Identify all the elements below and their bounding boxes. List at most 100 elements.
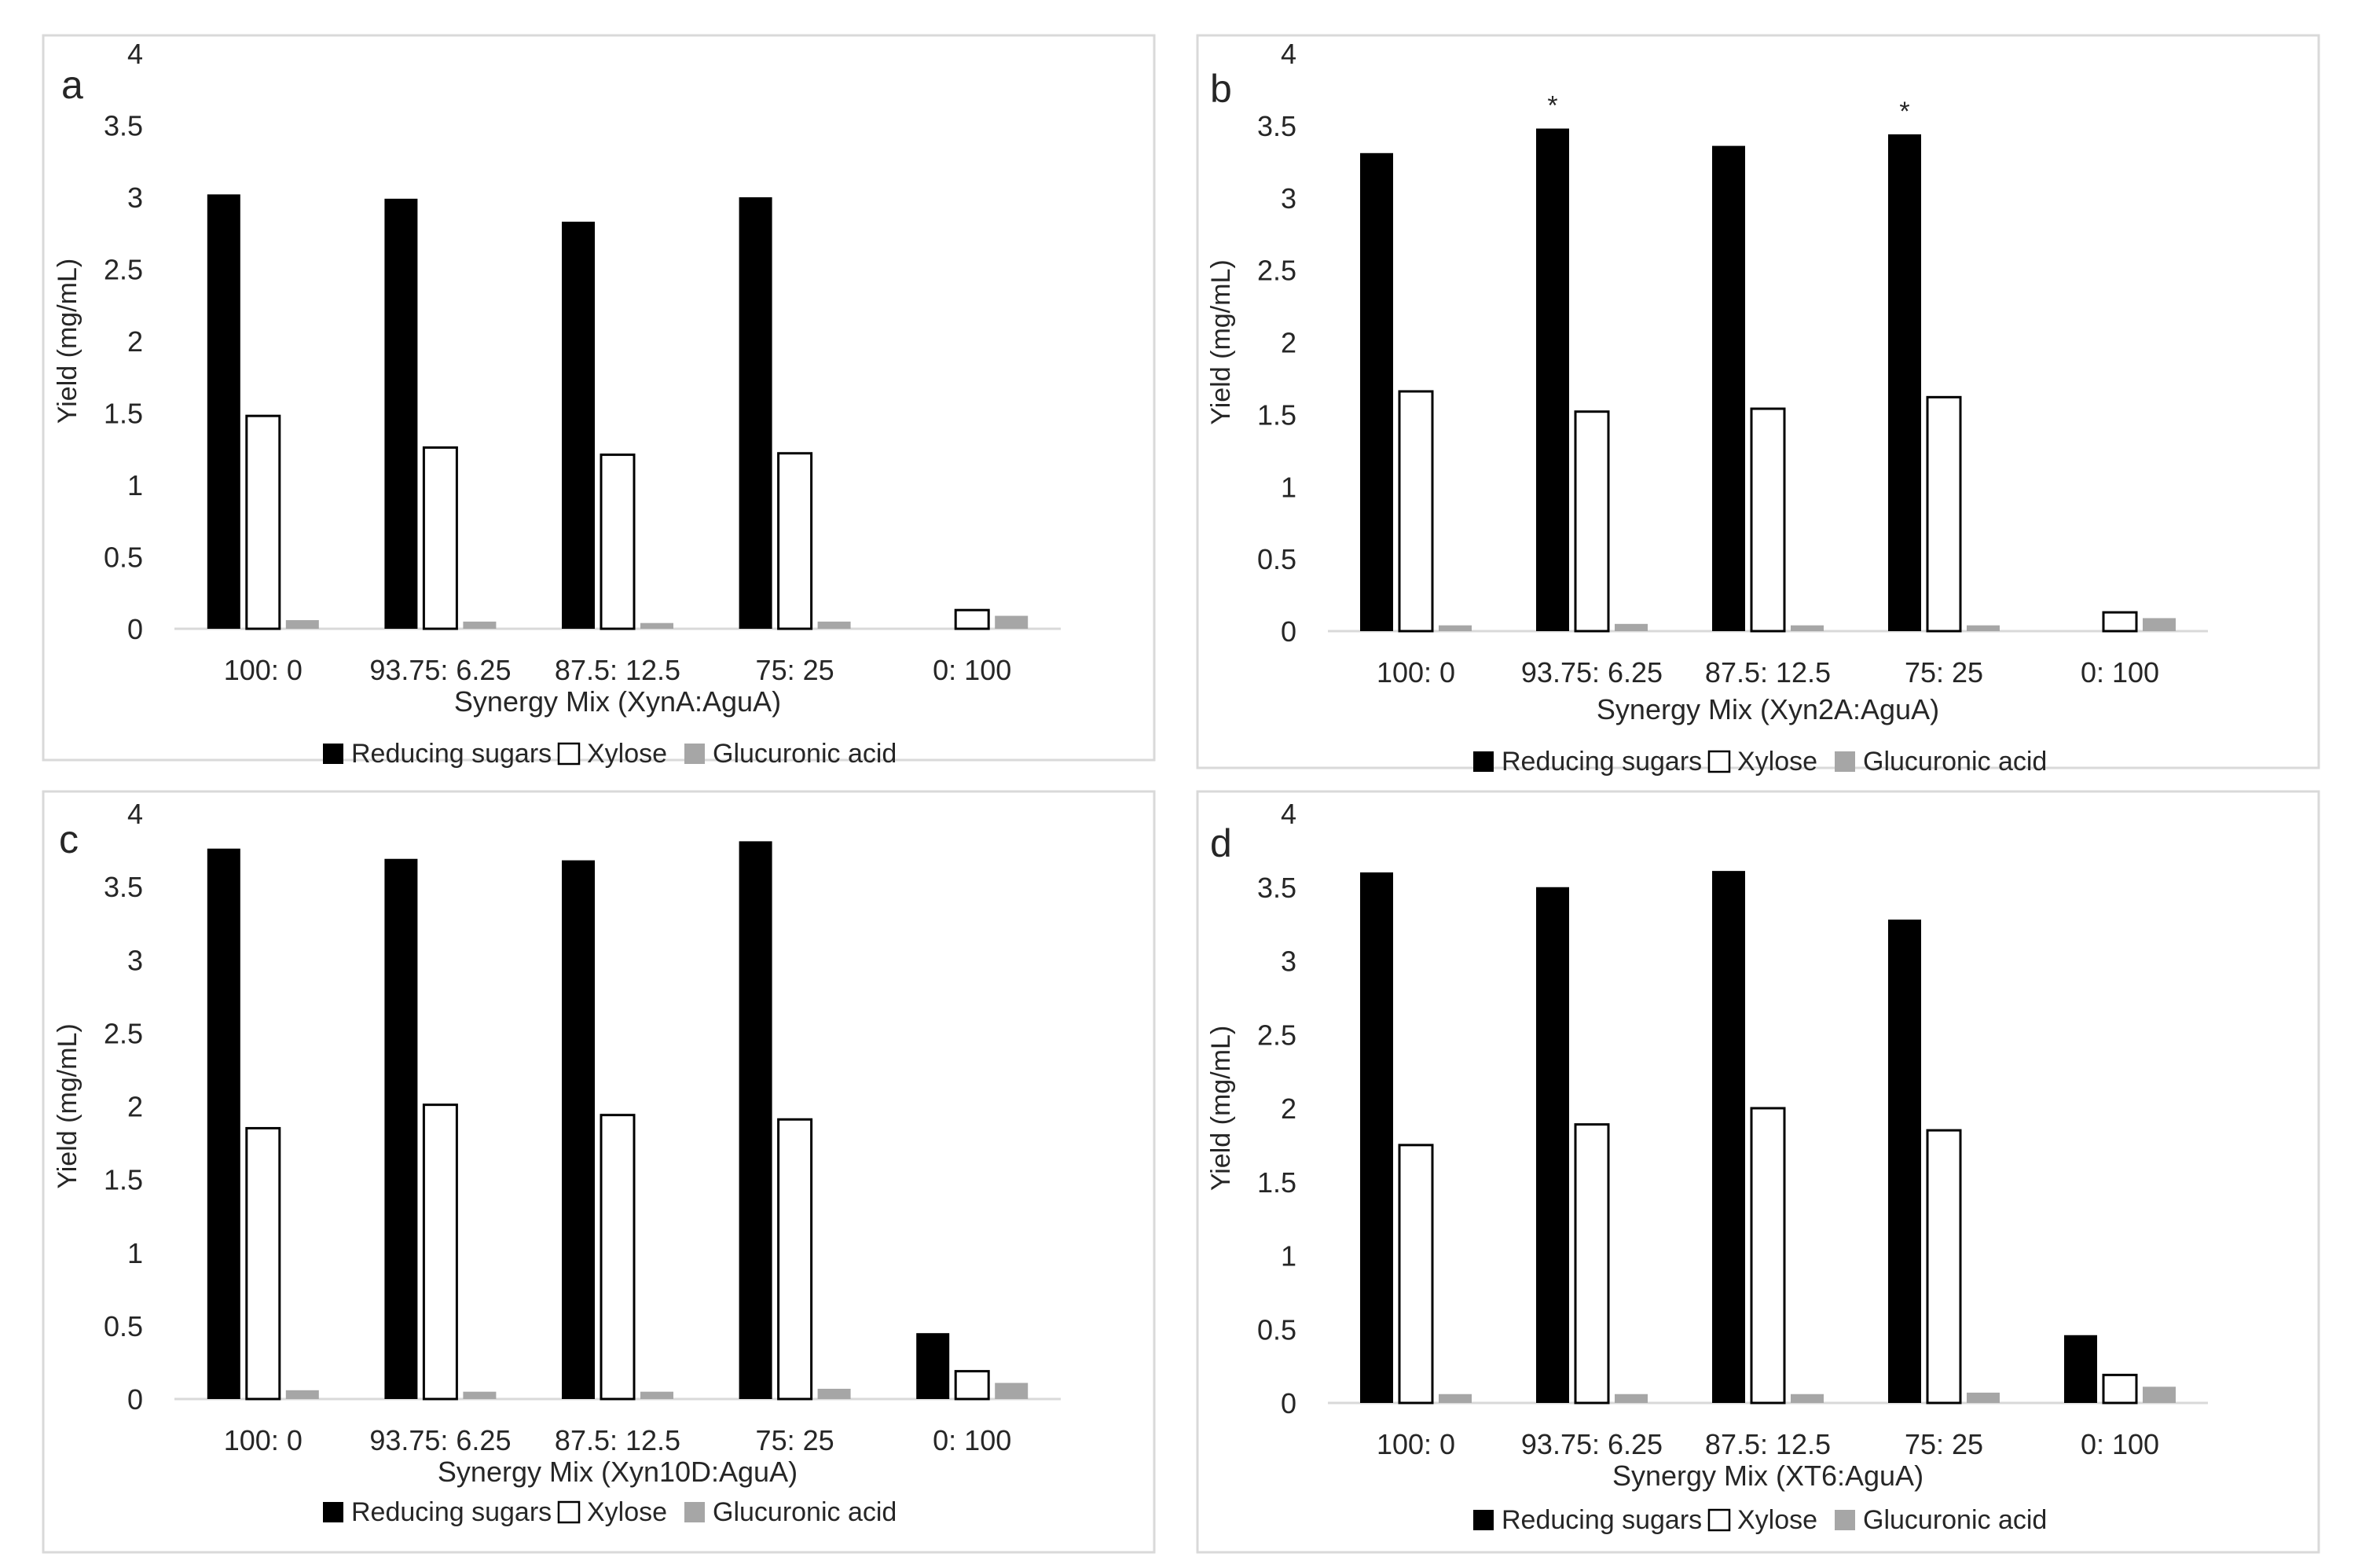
y-tick-label: 0.5 — [1257, 1313, 1296, 1346]
y-tick-label: 1.5 — [104, 1164, 143, 1196]
bar-xylose — [1750, 407, 1786, 633]
bar-reducing-sugars — [1712, 871, 1745, 1403]
x-tick-label: 75: 25 — [1905, 1428, 1983, 1460]
legend-swatch-reducing-sugars — [323, 744, 343, 764]
panel-border — [42, 34, 1156, 762]
legend-swatch-xylose — [557, 742, 581, 766]
bar-reducing-sugars — [1888, 134, 1921, 631]
significance-marker: * — [1899, 97, 1909, 127]
legend: Reducing sugars Xylose Glucuronic acid — [1473, 1505, 2047, 1535]
y-tick-label: 0 — [127, 1383, 143, 1416]
legend-swatch-glucuronic-acid — [684, 1502, 705, 1522]
legend-item: Glucuronic acid — [1835, 747, 2047, 777]
bar-reducing-sugars — [1536, 128, 1569, 632]
y-axis-label: Yield (mg/mL) — [53, 259, 83, 424]
bar-glucuronic-acid — [1439, 625, 1472, 631]
panel-border — [1196, 790, 2320, 1554]
legend-item: Reducing sugars — [1473, 747, 1702, 777]
bar-xylose — [1574, 1123, 1610, 1405]
y-axis-label: Yield (mg/mL) — [1206, 1026, 1236, 1191]
y-tick-label: 2 — [127, 325, 143, 358]
bar-reducing-sugars — [1888, 920, 1921, 1403]
chart-panel-d: d 0 0.5 1 1.5 2 2.5 3 3.5 4 Yield (mg/mL) 100: 0 93.… — [1196, 790, 2320, 1554]
x-tick-label: 100: 0 — [1377, 1428, 1455, 1460]
bar-glucuronic-acid — [285, 1390, 319, 1399]
x-tick-label: 87.5: 12.5 — [555, 1424, 680, 1456]
bar-xylose — [2102, 611, 2138, 633]
legend-item: Xylose — [1707, 747, 1817, 777]
legend-label: Glucuronic acid — [1863, 747, 2047, 777]
significance-marker: * — [1547, 91, 1557, 121]
x-tick-label: 100: 0 — [224, 1424, 303, 1456]
bar-reducing-sugars — [1360, 872, 1393, 1403]
legend-swatch-reducing-sugars — [323, 1502, 343, 1522]
y-tick-label: 3.5 — [1257, 110, 1296, 142]
bar-glucuronic-acid — [640, 622, 673, 629]
legend: Reducing sugars Xylose Glucuronic acid — [323, 739, 897, 769]
chart-panel-c: c 0 0.5 1 1.5 2 2.5 3 3.5 4 Yield (mg/mL) 100: 0 93.… — [42, 790, 1156, 1554]
bar-xylose — [1398, 390, 1434, 633]
x-tick-label: 93.75: 6.25 — [1521, 656, 1663, 689]
legend-swatch-glucuronic-acid — [1835, 1510, 1855, 1530]
bar-reducing-sugars — [739, 841, 772, 1399]
bar-reducing-sugars — [562, 222, 595, 629]
legend-item: Xylose — [1707, 1505, 1817, 1535]
legend-label: Reducing sugars — [351, 739, 552, 769]
legend-label: Reducing sugars — [351, 1497, 552, 1527]
bar-glucuronic-acid — [1967, 1392, 2000, 1403]
y-tick-label: 1 — [127, 1237, 143, 1269]
y-tick-label: 0 — [127, 613, 143, 645]
x-tick-label: 87.5: 12.5 — [1705, 1428, 1831, 1460]
y-tick-label: 3.5 — [1257, 872, 1296, 904]
bar-reducing-sugars — [2064, 1335, 2097, 1403]
y-tick-label: 0 — [1281, 615, 1296, 648]
bar-xylose — [600, 1114, 636, 1401]
x-tick-label: 93.75: 6.25 — [1521, 1428, 1663, 1460]
legend-item: Reducing sugars — [323, 1497, 552, 1527]
x-axis-label: Synergy Mix (XT6:AguA) — [1612, 1460, 1923, 1492]
y-tick-label: 1.5 — [104, 398, 143, 430]
y-tick-label: 4 — [127, 798, 143, 830]
legend-label: Reducing sugars — [1502, 747, 1702, 777]
bar-xylose — [1574, 410, 1610, 633]
legend-label: Xylose — [587, 1497, 667, 1527]
x-tick-label: 75: 25 — [1905, 656, 1983, 689]
bar-glucuronic-acid — [463, 621, 497, 629]
bar-glucuronic-acid — [1791, 625, 1824, 631]
y-tick-label: 3.5 — [104, 110, 143, 142]
y-tick-label: 2 — [127, 1091, 143, 1123]
bar-reducing-sugars — [1536, 887, 1569, 1403]
legend-item: Reducing sugars — [1473, 1505, 1702, 1535]
y-tick-label: 1 — [127, 469, 143, 501]
panel-border — [42, 790, 1156, 1554]
legend-swatch-glucuronic-acid — [684, 744, 705, 764]
bar-glucuronic-acid — [463, 1391, 497, 1399]
y-tick-label: 4 — [1281, 38, 1296, 70]
bar-xylose — [1926, 395, 1962, 633]
legend-item: Glucuronic acid — [684, 739, 897, 769]
x-tick-label: 93.75: 6.25 — [369, 1424, 511, 1456]
bar-glucuronic-acid — [817, 1388, 851, 1399]
x-tick-label: 93.75: 6.25 — [369, 654, 511, 686]
x-tick-label: 0: 100 — [2081, 656, 2159, 689]
legend-label: Xylose — [1737, 747, 1817, 777]
x-tick-label: 87.5: 12.5 — [555, 654, 680, 686]
legend-label: Glucuronic acid — [1863, 1505, 2047, 1535]
bar-glucuronic-acid — [995, 615, 1029, 629]
y-tick-label: 1 — [1281, 471, 1296, 503]
bar-reducing-sugars — [562, 860, 595, 1399]
legend-item: Glucuronic acid — [684, 1497, 897, 1527]
bar-glucuronic-acid — [1615, 1394, 1648, 1403]
legend: Reducing sugars Xylose Glucuronic acid — [323, 1497, 897, 1527]
y-tick-label: 2.5 — [104, 254, 143, 286]
chart-panel-b: b 0 0.5 1 1.5 2 2.5 3 3.5 4 Yield (mg/mL) 100: 0 93.… — [1196, 34, 2320, 777]
bar-glucuronic-acid — [1439, 1394, 1472, 1403]
bar-xylose — [777, 452, 813, 630]
x-tick-label: 87.5: 12.5 — [1705, 656, 1831, 689]
y-tick-label: 2.5 — [1257, 1019, 1296, 1051]
x-tick-label: 0: 100 — [933, 1424, 1011, 1456]
bar-reducing-sugars — [916, 1333, 950, 1399]
legend-item: Glucuronic acid — [1835, 1505, 2047, 1535]
y-tick-label: 3 — [127, 944, 143, 976]
bar-glucuronic-acid — [1967, 625, 2000, 631]
